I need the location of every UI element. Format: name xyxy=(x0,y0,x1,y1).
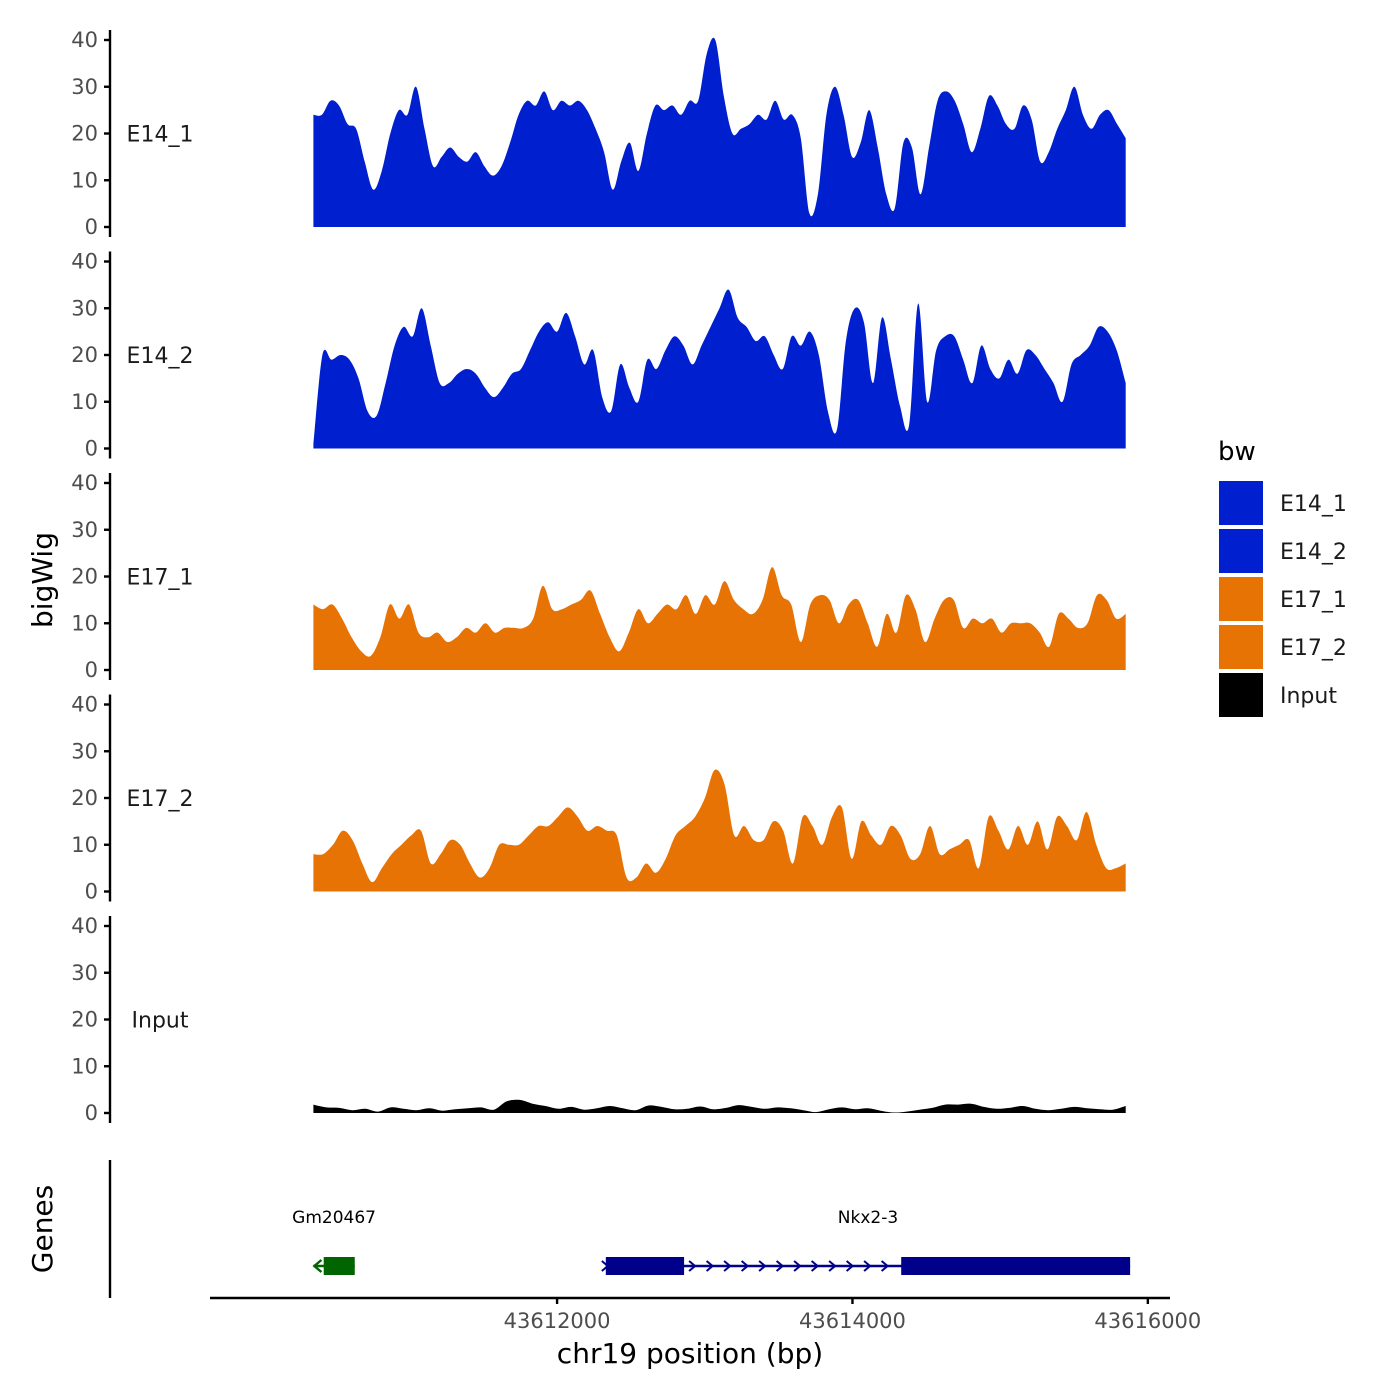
legend-label: E14_1 xyxy=(1280,492,1347,517)
legend-label: E14_2 xyxy=(1280,540,1347,565)
y-tick-label: 10 xyxy=(71,1054,98,1078)
y-tick-label: 30 xyxy=(71,518,98,542)
strand-chevron xyxy=(775,1260,785,1272)
track-panel-e14_2: 0 10 20 30 40 E14_2 xyxy=(71,250,1126,461)
y-tick-label: 30 xyxy=(71,739,98,763)
track-label: E14_1 xyxy=(127,123,194,148)
series-area-e14_2 xyxy=(313,289,1126,449)
legend: bw E14_1 E14_2 E17_1 E17_2 Input xyxy=(1217,437,1347,719)
y-tick-label: 40 xyxy=(71,471,98,495)
legend-title: bw xyxy=(1218,437,1256,467)
y-axis-title: bigWig xyxy=(26,532,59,628)
legend-item-input: Input xyxy=(1217,671,1337,719)
strand-chevron xyxy=(863,1260,872,1272)
y-tick-label: 20 xyxy=(71,343,98,367)
y-tick-label: 30 xyxy=(71,961,98,985)
x-tick-label: 43612000 xyxy=(504,1309,611,1333)
legend-swatch xyxy=(1217,527,1265,575)
track-label: E17_2 xyxy=(127,787,194,812)
gene-exon xyxy=(323,1257,355,1275)
x-tick-label: 43614000 xyxy=(799,1309,906,1333)
y-tick-label: 0 xyxy=(85,437,98,461)
gene-nkx2-3: Nkx2-3 xyxy=(601,1208,1131,1275)
x-tick-label: 43616000 xyxy=(1094,1309,1201,1333)
y-tick-label: 10 xyxy=(71,833,98,857)
gene-exon xyxy=(901,1257,1131,1275)
series-area-e17_1 xyxy=(313,567,1126,670)
legend-swatch xyxy=(1217,623,1265,671)
strand-arrow xyxy=(312,1259,323,1273)
strand-chevron xyxy=(793,1260,802,1272)
strand-chevron xyxy=(705,1260,715,1272)
y-tick-label: 40 xyxy=(71,914,98,938)
y-tick-label: 40 xyxy=(71,250,98,274)
strand-chevron xyxy=(601,1260,610,1272)
y-tick-label: 30 xyxy=(71,296,98,320)
strand-chevron xyxy=(845,1260,855,1272)
legend-label: E17_1 xyxy=(1280,588,1347,613)
y-tick-label: 20 xyxy=(71,565,98,589)
track-label: E17_1 xyxy=(127,566,194,591)
y-tick-label: 0 xyxy=(85,1101,98,1125)
track-label: E14_2 xyxy=(127,344,194,369)
strand-chevron xyxy=(688,1260,697,1272)
track-panel-e17_2: 0 10 20 30 40 E17_2 xyxy=(71,693,1126,904)
strand-chevron xyxy=(723,1260,732,1272)
x-axis-title: chr19 position (bp) xyxy=(557,1337,823,1370)
genes-track: Genes Gm20467 Nkx2-3 xyxy=(26,1160,1131,1298)
gene-exon xyxy=(605,1257,685,1275)
legend-item-e14_2: E14_2 xyxy=(1217,527,1347,575)
strand-chevron xyxy=(740,1260,750,1272)
genes-track-label: Genes xyxy=(26,1185,59,1273)
legend-label: E17_2 xyxy=(1280,636,1347,661)
gene-label: Nkx2-3 xyxy=(838,1208,898,1228)
legend-swatch xyxy=(1217,575,1265,623)
y-tick-label: 10 xyxy=(71,168,98,192)
strand-chevron xyxy=(758,1260,767,1272)
y-tick-label: 0 xyxy=(85,215,98,239)
legend-item-e17_2: E17_2 xyxy=(1217,623,1347,671)
x-axis: 43612000 43614000 43616000 xyxy=(210,1296,1201,1333)
strand-chevron xyxy=(828,1260,837,1272)
series-area-e17_2 xyxy=(313,769,1126,892)
y-tick-label: 10 xyxy=(71,611,98,635)
legend-swatch xyxy=(1217,671,1265,719)
legend-item-e14_1: E14_1 xyxy=(1217,479,1347,527)
y-tick-label: 0 xyxy=(85,880,98,904)
gene-gm20467: Gm20467 xyxy=(292,1208,376,1275)
track-panel-input: 0 10 20 30 40 Input xyxy=(71,914,1126,1125)
legend-swatch xyxy=(1217,479,1265,527)
track-label: Input xyxy=(132,1009,189,1034)
y-tick-label: 20 xyxy=(71,1008,98,1032)
series-area-input xyxy=(313,1099,1126,1113)
track-panel-e14_1: 0 10 20 30 40 E14_1 xyxy=(71,28,1126,239)
strand-chevron xyxy=(880,1260,890,1272)
y-tick-label: 40 xyxy=(71,28,98,52)
strand-chevron xyxy=(810,1260,820,1272)
y-tick-label: 0 xyxy=(85,658,98,682)
y-tick-label: 30 xyxy=(71,75,98,99)
track-panel-e17_1: 0 10 20 30 40 E17_1 xyxy=(71,471,1126,682)
legend-label: Input xyxy=(1280,684,1337,709)
series-area-e14_1 xyxy=(313,37,1126,228)
y-tick-label: 20 xyxy=(71,786,98,810)
y-tick-label: 40 xyxy=(71,693,98,717)
y-tick-label: 20 xyxy=(71,122,98,146)
legend-item-e17_1: E17_1 xyxy=(1217,575,1347,623)
y-tick-label: 10 xyxy=(71,390,98,414)
gene-label: Gm20467 xyxy=(292,1208,376,1228)
track-panels: 0 10 20 30 40 E14_1 0 10 20 30 40 E14_2 0 10 20 30 40 E17… xyxy=(71,28,1126,1125)
